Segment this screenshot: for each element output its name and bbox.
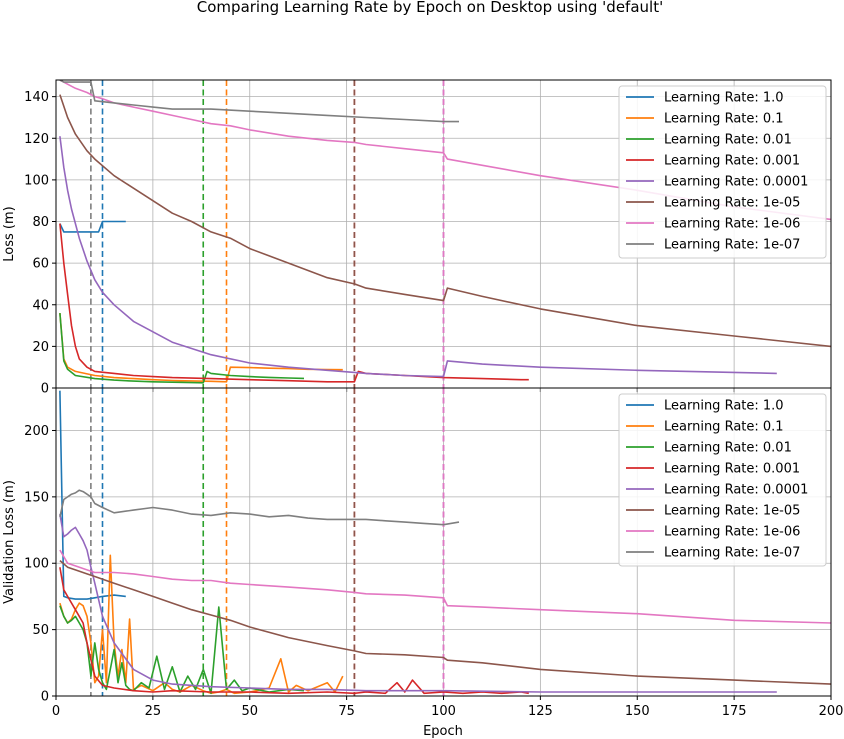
y-tick-label: 100 (24, 173, 49, 188)
legend-entry: Learning Rate: 1e-06 (664, 217, 800, 232)
legend-entry: Learning Rate: 1e-06 (664, 525, 800, 540)
y-axis-label: Validation Loss (m) (2, 480, 17, 604)
series-line (59, 136, 777, 378)
series-line (59, 489, 460, 526)
y-tick-label: 140 (24, 90, 49, 105)
series-line (59, 313, 343, 383)
x-tick-label: 75 (338, 704, 355, 719)
legend-entry: Learning Rate: 1e-05 (664, 504, 800, 519)
legend-entry: Learning Rate: 0.1 (664, 112, 784, 127)
x-tick-label: 125 (528, 704, 553, 719)
y-tick-label: 120 (24, 132, 49, 147)
legend-entry: Learning Rate: 0.1 (664, 420, 784, 435)
legend-entry: Learning Rate: 1e-05 (664, 196, 800, 211)
x-tick-label: 200 (819, 704, 844, 719)
legend-entry: Learning Rate: 1e-07 (664, 546, 800, 561)
legend-entry: Learning Rate: 0.001 (664, 462, 800, 477)
series-line (59, 94, 831, 348)
y-tick-label: 0 (41, 382, 49, 397)
legend-entry: Learning Rate: 0.01 (664, 441, 792, 456)
y-tick-label: 20 (32, 340, 49, 355)
figure-title: Comparing Learning Rate by Epoch on Desk… (197, 0, 663, 16)
plot-area (59, 388, 831, 696)
validation-loss-axes: 0 50 100 150 200 0 25 50 75 100 125 150 175 200 Valida… (2, 387, 844, 719)
x-axis-label: Epoch (423, 724, 463, 739)
series-line (59, 80, 831, 221)
plot-area (59, 80, 831, 388)
legend-entry: Learning Rate: 1e-07 (664, 238, 800, 253)
legend-entry: Learning Rate: 1.0 (664, 399, 784, 414)
legend-entry: Learning Rate: 1.0 (664, 91, 784, 106)
y-tick-label: 80 (32, 215, 49, 230)
y-tick-label: 0 (41, 690, 49, 705)
series-line (59, 220, 126, 233)
x-tick-label: 100 (431, 704, 456, 719)
series-line (59, 390, 126, 600)
series-line (59, 549, 831, 624)
x-tick-label: 0 (52, 704, 60, 719)
y-tick-label: 50 (32, 623, 49, 638)
legend-entry: Learning Rate: 0.0001 (664, 175, 808, 190)
series-line (59, 567, 529, 695)
legend: Learning Rate: 1.0 Learning Rate: 0.1 Lear… (618, 85, 827, 259)
x-tick-label: 150 (625, 704, 650, 719)
y-tick-label: 100 (24, 557, 49, 572)
series-line (59, 80, 459, 123)
series-line (59, 513, 777, 693)
legend-entry: Learning Rate: 0.0001 (664, 483, 808, 498)
x-tick-label: 175 (722, 704, 747, 719)
y-axis-label: Loss (m) (2, 206, 17, 261)
y-tick-label: 200 (24, 424, 49, 439)
series-line (59, 223, 529, 383)
y-tick-label: 60 (32, 257, 49, 272)
x-tick-label: 25 (145, 704, 162, 719)
legend-entry: Learning Rate: 0.001 (664, 154, 800, 169)
series-line (59, 559, 831, 685)
y-tick-label: 40 (32, 298, 49, 313)
loss-axes: 0 20 40 60 80 100 120 140 Loss (m) Learning Rate:… (2, 79, 832, 397)
x-tick-label: 50 (241, 704, 258, 719)
y-tick-label: 150 (24, 490, 49, 505)
legend-entry: Learning Rate: 0.01 (664, 133, 792, 148)
series-line (59, 313, 305, 384)
legend: Learning Rate: 1.0 Learning Rate: 0.1 Lear… (618, 393, 827, 567)
